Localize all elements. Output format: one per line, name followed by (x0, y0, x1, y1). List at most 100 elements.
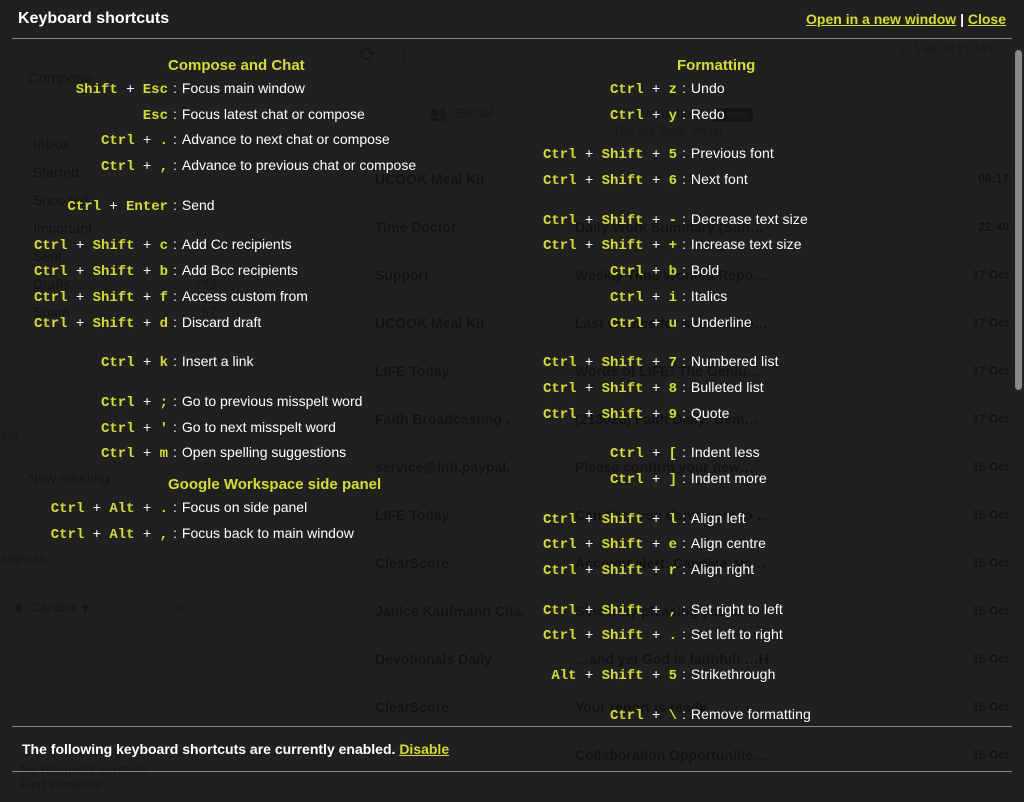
shortcut-desc: Indent less (691, 442, 760, 464)
shortcut-row: Ctrl + Shift + ,:Set right to left (517, 599, 1006, 623)
shortcut-keys: Ctrl + Shift + 5 (517, 143, 677, 167)
shortcut-desc: Italics (691, 286, 728, 308)
shortcut-keys: Ctrl + m (18, 442, 168, 466)
shortcut-desc: Indent more (691, 468, 767, 490)
shortcut-keys: Ctrl + i (517, 286, 677, 310)
shortcut-row: Ctrl + u:Underline (517, 312, 1006, 336)
shortcut-row: Ctrl + Shift + e:Align centre (517, 533, 1006, 557)
shortcut-desc: Previous font (691, 143, 774, 165)
disable-link[interactable]: Disable (399, 741, 449, 757)
shortcut-desc: Focus on side panel (182, 497, 307, 519)
shortcut-row: Ctrl + Shift + .:Set left to right (517, 624, 1006, 648)
shortcut-desc: Underline (691, 312, 752, 334)
shortcut-desc: Bulleted list (691, 377, 764, 399)
shortcut-desc: Quote (691, 403, 730, 425)
shortcut-row: Ctrl + Alt + .:Focus on side panel (18, 497, 507, 521)
shortcut-desc: Focus main window (182, 78, 305, 100)
shortcut-row: Ctrl + Shift + f:Access custom from (18, 286, 507, 310)
shortcut-row: Ctrl + Shift + b:Add Bcc recipients (18, 260, 507, 284)
shortcut-row: Ctrl + Shift + l:Align left (517, 508, 1006, 532)
shortcut-row: Ctrl + b:Bold (517, 260, 1006, 284)
shortcut-row: Ctrl + Alt + ,:Focus back to main window (18, 523, 507, 547)
shortcut-keys: Ctrl + Shift + 9 (517, 403, 677, 427)
shortcut-row: Ctrl + Shift + r:Align right (517, 559, 1006, 583)
shortcut-desc: Strikethrough (691, 664, 776, 686)
shortcut-desc: Send (182, 195, 215, 217)
section-sidepanel: Google Workspace side panel (168, 476, 507, 493)
shortcut-keys: Ctrl + Shift + c (18, 234, 168, 258)
shortcut-desc: Undo (691, 78, 725, 100)
shortcut-desc: Discard draft (182, 312, 261, 334)
shortcut-keys: Ctrl + Shift + l (517, 508, 677, 532)
open-new-window-link[interactable]: Open in a new window (806, 11, 956, 27)
shortcut-desc: Advance to previous chat or compose (182, 155, 416, 177)
shortcut-row: Ctrl + z:Undo (517, 78, 1006, 102)
shortcut-row: Esc:Focus latest chat or compose (18, 104, 507, 128)
shortcut-row: Ctrl + y:Redo (517, 104, 1006, 128)
shortcut-row: Ctrl + [:Indent less (517, 442, 1006, 466)
shortcut-keys: Ctrl + k (18, 351, 168, 375)
shortcut-keys: Ctrl + \ (517, 704, 677, 728)
shortcut-keys: Ctrl + ' (18, 417, 168, 441)
shortcut-keys: Ctrl + Shift + 8 (517, 377, 677, 401)
shortcut-keys: Ctrl + ; (18, 391, 168, 415)
shortcut-row: Ctrl + Shift + 9:Quote (517, 403, 1006, 427)
shortcut-desc: Insert a link (182, 351, 254, 373)
shortcut-row: Ctrl + Shift + -:Decrease text size (517, 209, 1006, 233)
shortcut-row: Ctrl + i:Italics (517, 286, 1006, 310)
shortcut-desc: Open spelling suggestions (182, 442, 346, 464)
shortcut-keys: Ctrl + Alt + , (18, 523, 168, 547)
shortcut-desc: Decrease text size (691, 209, 808, 231)
shortcut-row: Ctrl + Shift + +:Increase text size (517, 234, 1006, 258)
shortcut-desc: Next font (691, 169, 748, 191)
shortcut-row: Shift + Esc:Focus main window (18, 78, 507, 102)
shortcut-keys: Ctrl + Shift + b (18, 260, 168, 284)
shortcut-keys: Ctrl + Shift + . (517, 624, 677, 648)
shortcut-keys: Ctrl + Shift + 7 (517, 351, 677, 375)
shortcut-desc: Add Bcc recipients (182, 260, 298, 282)
section-compose: Compose and Chat (168, 57, 507, 74)
shortcut-keys: Ctrl + Shift + d (18, 312, 168, 336)
shortcut-row: Ctrl + \:Remove formatting (517, 704, 1006, 728)
shortcut-keys: Esc (18, 106, 168, 128)
shortcut-desc: Numbered list (691, 351, 779, 373)
shortcut-keys: Ctrl + [ (517, 442, 677, 466)
shortcut-desc: Remove formatting (691, 704, 811, 726)
shortcut-desc: Redo (691, 104, 725, 126)
shortcut-row: Ctrl + Enter:Send (18, 195, 507, 219)
shortcuts-column-right: Formatting Ctrl + z:UndoCtrl + y:RedoCtr… (517, 51, 1006, 729)
section-formatting: Formatting (677, 57, 1006, 74)
shortcut-keys: Alt + Shift + 5 (517, 664, 677, 688)
shortcut-desc: Access custom from (182, 286, 308, 308)
shortcut-row: Ctrl + ,:Advance to previous chat or com… (18, 155, 507, 179)
shortcut-desc: Focus latest chat or compose (182, 104, 365, 126)
shortcut-keys: Ctrl + u (517, 312, 677, 336)
shortcut-row: Ctrl + Shift + 6:Next font (517, 169, 1006, 193)
shortcut-keys: Ctrl + , (18, 155, 168, 179)
overlay-title: Keyboard shortcuts (18, 10, 169, 28)
shortcut-keys: Ctrl + b (517, 260, 677, 284)
close-link[interactable]: Close (968, 11, 1006, 27)
shortcut-keys: Ctrl + Shift + e (517, 533, 677, 557)
shortcut-keys: Ctrl + Enter (18, 195, 168, 219)
shortcut-keys: Ctrl + Shift + - (517, 209, 677, 233)
shortcut-row: Ctrl + ;:Go to previous misspelt word (18, 391, 507, 415)
shortcut-desc: Align centre (691, 533, 766, 555)
shortcut-row: Ctrl + Shift + 8:Bulleted list (517, 377, 1006, 401)
shortcut-keys: Ctrl + Shift + , (517, 599, 677, 623)
shortcut-keys: Ctrl + . (18, 129, 168, 153)
shortcut-keys: Ctrl + y (517, 104, 677, 128)
shortcuts-column-left: Compose and Chat Shift + Esc:Focus main … (18, 51, 507, 729)
shortcut-desc: Align left (691, 508, 746, 530)
shortcut-row: Alt + Shift + 5:Strikethrough (517, 664, 1006, 688)
shortcut-desc: Align right (691, 559, 754, 581)
shortcut-keys: Ctrl + ] (517, 468, 677, 492)
shortcut-row: Ctrl + Shift + 7:Numbered list (517, 351, 1006, 375)
shortcut-desc: Increase text size (691, 234, 802, 256)
keyboard-shortcuts-overlay: Keyboard shortcuts Open in a new window … (0, 0, 1024, 802)
shortcut-desc: Set left to right (691, 624, 783, 646)
overlay-scrollbar[interactable] (1015, 50, 1022, 390)
shortcut-desc: Go to previous misspelt word (182, 391, 363, 413)
shortcut-desc: Focus back to main window (182, 523, 354, 545)
shortcut-row: Ctrl + ':Go to next misspelt word (18, 417, 507, 441)
